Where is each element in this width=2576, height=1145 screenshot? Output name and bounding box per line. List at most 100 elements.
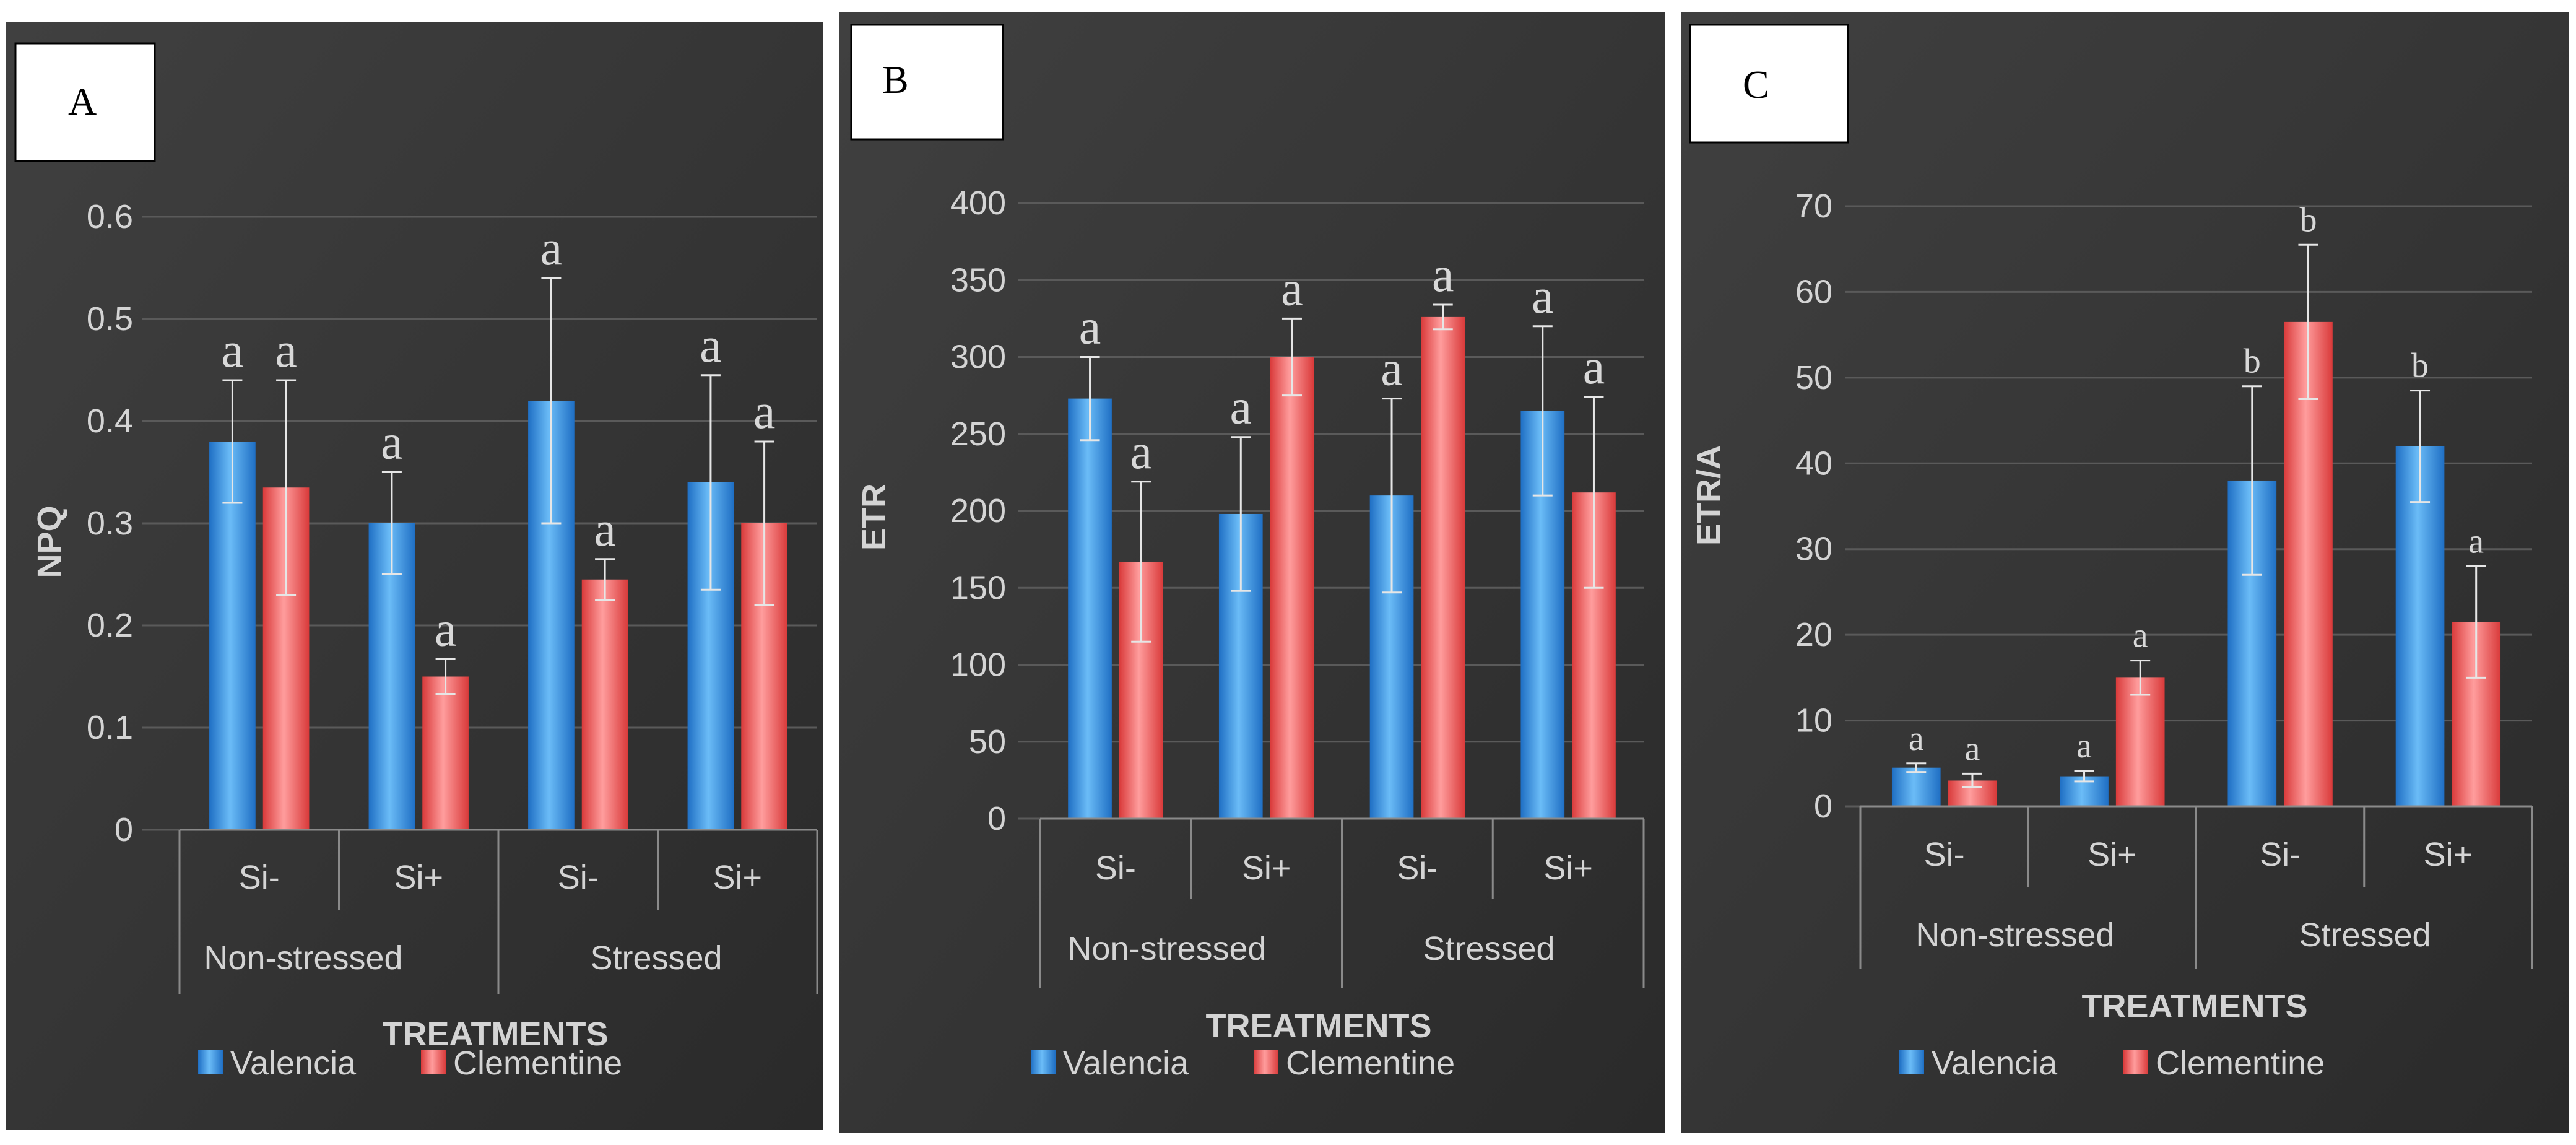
panel-a-legend-valencia: Valencia bbox=[230, 1045, 357, 1082]
y-tick-label: 50 bbox=[969, 723, 1006, 760]
bar-clementine bbox=[2115, 677, 2165, 806]
group-label: Stressed bbox=[590, 939, 722, 977]
panel-c-plot: 0 10 20 30 40 50 60 70 a a Si-a a Si+ b b Si-b a Si+ Non-s… bbox=[1795, 188, 2533, 969]
bar-valencia bbox=[1068, 398, 1112, 819]
category-label: Si+ bbox=[1543, 850, 1593, 887]
panel-a-legend-clementine: Clementine bbox=[453, 1045, 622, 1082]
y-tick-label: 0 bbox=[1814, 788, 1832, 825]
y-tick-label: 250 bbox=[950, 416, 1006, 453]
y-tick-label: 0.3 bbox=[87, 505, 133, 542]
category-label: Si- bbox=[1095, 850, 1136, 887]
panel-c: C 0 10 20 30 40 50 60 70 a a Si-a a Si+ b b Si-b a Si+ Non… bbox=[1681, 12, 2569, 1133]
significance-letter: a bbox=[1079, 300, 1101, 355]
group-label: Non-stressed bbox=[1067, 930, 1266, 967]
panel-b-y-axis-title: ETR bbox=[856, 484, 893, 551]
significance-letter: a bbox=[1432, 248, 1454, 302]
significance-letter: a bbox=[381, 416, 403, 470]
y-tick-label: 50 bbox=[1795, 359, 1832, 396]
significance-letter: a bbox=[540, 221, 563, 276]
bar-valencia bbox=[1891, 767, 1941, 806]
y-tick-label: 30 bbox=[1795, 531, 1832, 568]
group-label: Stressed bbox=[2299, 916, 2431, 954]
panel-c-legend-clementine: Clementine bbox=[2156, 1045, 2325, 1082]
panel-b-legend: Valencia Clementine bbox=[1031, 1045, 1455, 1082]
category-label: Si+ bbox=[2424, 836, 2473, 873]
y-tick-label: 100 bbox=[950, 647, 1006, 684]
significance-letter: b bbox=[2411, 347, 2429, 385]
significance-letter: a bbox=[2468, 522, 2484, 560]
y-tick-label: 300 bbox=[950, 339, 1006, 376]
category-label: Si- bbox=[1924, 836, 1965, 873]
panel-b-legend-swatch-clementine bbox=[1254, 1050, 1278, 1074]
y-tick-label: 20 bbox=[1795, 616, 1832, 653]
panel-b-plot: 050100150200250300350400aaSi-aaSi+aaSi-a… bbox=[950, 185, 1645, 988]
significance-letter: a bbox=[222, 323, 244, 378]
panel-a-legend-swatch-valencia bbox=[198, 1050, 223, 1074]
significance-letter: a bbox=[1281, 261, 1303, 316]
panel-c-legend-swatch-valencia bbox=[1899, 1050, 1924, 1074]
panel-a-label: A bbox=[68, 79, 97, 123]
panel-a-plot: 00.10.20.30.40.50.6a aSi-aaSi+aaSi-aaSi+N… bbox=[87, 198, 818, 994]
panel-a-legend: Valencia Clementine bbox=[198, 1045, 622, 1082]
significance-letter: a bbox=[1909, 720, 1924, 758]
significance-letter: a bbox=[275, 323, 297, 378]
panel-c-x-axis-title: TREATMENTS bbox=[2082, 988, 2308, 1025]
bar-clementine bbox=[2284, 321, 2333, 806]
panel-a-label-box: A bbox=[14, 42, 156, 162]
panel-b-x-axis-title: TREATMENTS bbox=[1206, 1008, 1432, 1045]
significance-letter: a bbox=[1532, 269, 1554, 324]
y-tick-label: 0 bbox=[115, 811, 133, 848]
significance-letter: a bbox=[1965, 729, 1980, 768]
significance-letter: a bbox=[1230, 380, 1252, 435]
category-label: Si- bbox=[558, 859, 599, 896]
panel-b-legend-valencia: Valencia bbox=[1063, 1045, 1189, 1082]
panel-a-x-axis-title: TREATMENTS bbox=[383, 1016, 609, 1053]
bar-clementine bbox=[422, 676, 469, 830]
category-label: Si- bbox=[239, 859, 280, 896]
category-label: Si+ bbox=[2088, 836, 2137, 873]
significance-letter: a bbox=[1130, 425, 1152, 479]
group-label: Non-stressed bbox=[204, 939, 402, 977]
group-label: Stressed bbox=[1423, 930, 1555, 967]
significance-letter: a bbox=[700, 318, 722, 373]
category-label: Si+ bbox=[1242, 850, 1291, 887]
significance-letter: a bbox=[2133, 617, 2148, 655]
panel-b-label: B bbox=[882, 58, 909, 102]
y-tick-label: 0.4 bbox=[87, 403, 133, 440]
category-label: Si- bbox=[2260, 836, 2301, 873]
y-tick-label: 10 bbox=[1795, 702, 1832, 739]
bar-valencia bbox=[2395, 446, 2445, 806]
y-tick-label: 150 bbox=[950, 569, 1006, 606]
y-tick-label: 350 bbox=[950, 261, 1006, 298]
panel-c-y-axis-title: ETR/A bbox=[1690, 445, 1727, 546]
panel-c-label-box: C bbox=[1689, 24, 1849, 144]
panel-a-y-axis-title: NPQ bbox=[31, 505, 68, 578]
y-tick-label: 40 bbox=[1795, 445, 1832, 482]
panel-c-legend: Valencia Clementine bbox=[1899, 1045, 2325, 1082]
bar-clementine bbox=[1270, 357, 1314, 819]
y-tick-label: 60 bbox=[1795, 273, 1832, 310]
bar-valencia bbox=[209, 442, 256, 830]
significance-letter: a bbox=[594, 502, 616, 557]
panel-b: B 050100150200250300350400aaSi-aaSi+aaSi… bbox=[839, 12, 1665, 1133]
panel-b-legend-clementine: Clementine bbox=[1286, 1045, 1455, 1082]
significance-letter: a bbox=[1583, 340, 1605, 394]
y-tick-label: 0.2 bbox=[87, 607, 133, 644]
y-tick-label: 70 bbox=[1795, 188, 1832, 225]
panel-c-legend-swatch-clementine bbox=[2123, 1050, 2148, 1074]
significance-letter: a bbox=[435, 602, 457, 656]
significance-letter: a bbox=[2076, 727, 2092, 765]
y-tick-label: 400 bbox=[950, 185, 1006, 222]
category-label: Si- bbox=[1397, 850, 1438, 887]
y-tick-label: 200 bbox=[950, 492, 1006, 529]
y-tick-label: 0.5 bbox=[87, 300, 133, 337]
y-tick-label: 0.1 bbox=[87, 709, 133, 746]
significance-letter: a bbox=[753, 385, 776, 439]
panel-a: A 00.10.20.30.40.50.6a aSi-aaSi+aaSi-aaSi… bbox=[6, 22, 823, 1130]
y-tick-label: 0 bbox=[987, 800, 1006, 837]
significance-letter: b bbox=[2299, 201, 2317, 239]
panel-c-legend-valencia: Valencia bbox=[1932, 1045, 2058, 1082]
category-label: Si+ bbox=[713, 859, 762, 896]
bar-clementine bbox=[581, 579, 628, 830]
